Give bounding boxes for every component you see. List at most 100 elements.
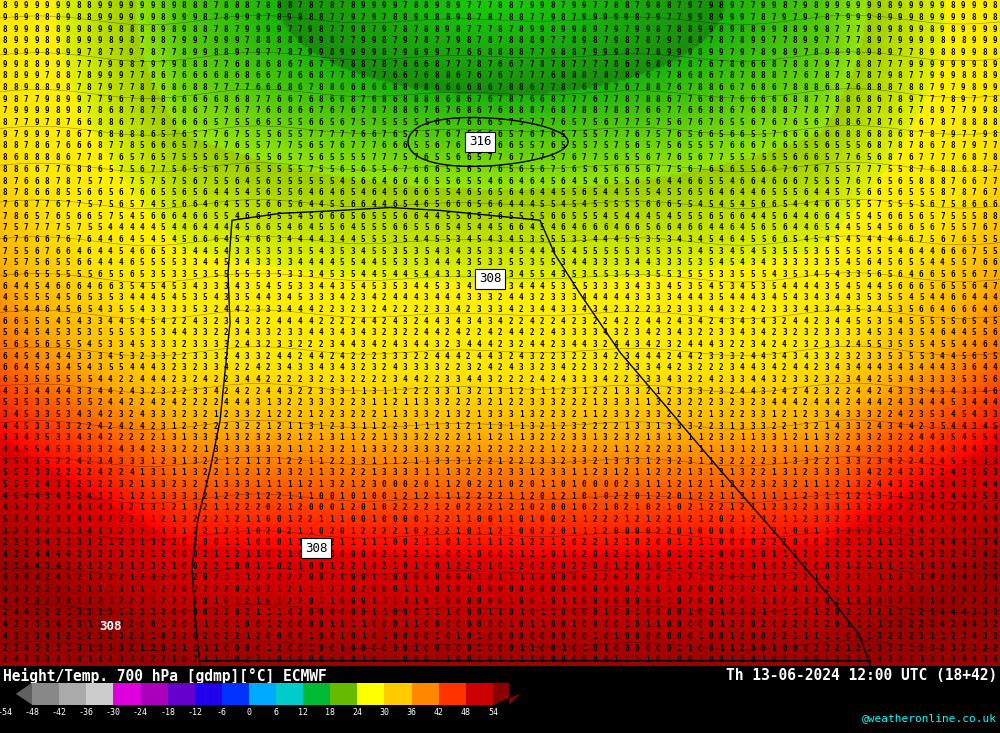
Text: 4: 4: [508, 200, 513, 209]
Text: 3: 3: [87, 597, 92, 605]
Text: 1: 1: [750, 597, 755, 605]
Text: 1: 1: [782, 608, 787, 617]
Text: 1: 1: [550, 445, 555, 454]
Text: 2: 2: [687, 375, 692, 384]
Text: 6: 6: [635, 71, 639, 81]
Text: 4: 4: [150, 224, 155, 232]
Text: 5: 5: [371, 224, 376, 232]
Text: 4: 4: [13, 445, 18, 454]
Text: 2: 2: [898, 457, 903, 465]
Text: 7: 7: [329, 25, 334, 34]
Text: 3: 3: [814, 504, 818, 512]
Text: 5: 5: [340, 200, 344, 209]
Text: 8: 8: [13, 71, 18, 81]
Text: 7: 7: [466, 141, 471, 150]
Text: 3: 3: [803, 421, 808, 431]
Text: 2: 2: [413, 387, 418, 396]
Text: 4: 4: [803, 224, 808, 232]
Text: 2: 2: [298, 375, 302, 384]
Text: 2: 2: [729, 410, 734, 419]
Text: 9: 9: [13, 37, 18, 45]
Text: 0: 0: [487, 515, 492, 524]
Text: 3: 3: [319, 293, 323, 302]
Text: 8: 8: [403, 95, 408, 104]
Text: 1: 1: [382, 608, 386, 617]
Text: 8: 8: [993, 48, 997, 57]
Text: 2: 2: [498, 328, 502, 337]
Text: 6: 6: [255, 235, 260, 244]
Text: 1: 1: [761, 527, 766, 536]
Text: 3: 3: [66, 585, 71, 594]
Text: 1: 1: [319, 457, 323, 465]
Text: 6: 6: [919, 118, 924, 127]
Text: 8: 8: [108, 37, 113, 45]
Text: 6: 6: [677, 83, 681, 92]
Text: 3: 3: [845, 421, 850, 431]
Text: 1: 1: [656, 585, 660, 594]
Text: 2: 2: [519, 457, 523, 465]
Text: 8: 8: [34, 83, 39, 92]
Text: 3: 3: [982, 620, 987, 629]
Text: 2: 2: [845, 387, 850, 396]
Text: 1: 1: [571, 597, 576, 605]
Text: 8: 8: [308, 13, 313, 22]
Text: 5: 5: [529, 212, 534, 221]
Text: 4: 4: [803, 364, 808, 372]
Text: 5: 5: [972, 328, 976, 337]
Text: 9: 9: [982, 83, 987, 92]
Text: 1: 1: [729, 644, 734, 652]
Text: 4: 4: [603, 212, 608, 221]
Text: 1: 1: [624, 421, 629, 431]
Text: 5: 5: [908, 340, 913, 349]
Text: 3: 3: [456, 457, 460, 465]
Text: 0: 0: [350, 644, 355, 652]
Text: 8: 8: [55, 118, 60, 127]
Text: 5: 5: [540, 270, 544, 279]
Text: 6: 6: [866, 141, 871, 150]
Text: 0: 0: [245, 620, 250, 629]
Text: 5: 5: [782, 188, 787, 197]
Text: 8: 8: [287, 1, 292, 10]
Text: 8: 8: [972, 153, 976, 162]
Text: 5: 5: [940, 270, 945, 279]
Text: 4: 4: [224, 305, 228, 314]
Text: 7: 7: [919, 153, 924, 162]
Text: 8: 8: [740, 25, 745, 34]
Text: 2: 2: [519, 445, 523, 454]
Text: 4: 4: [245, 188, 250, 197]
Text: 9: 9: [982, 130, 987, 139]
Text: 9: 9: [308, 25, 313, 34]
Text: 3: 3: [13, 433, 18, 442]
Text: 5: 5: [371, 281, 376, 290]
Text: 7: 7: [835, 13, 839, 22]
Text: 1: 1: [213, 597, 218, 605]
Text: 1: 1: [803, 445, 808, 454]
Text: 5: 5: [761, 270, 766, 279]
Text: 9: 9: [803, 1, 808, 10]
Text: 2: 2: [350, 468, 355, 477]
Text: 0: 0: [761, 644, 766, 652]
Text: 6: 6: [898, 106, 903, 116]
Text: 2: 2: [740, 644, 745, 652]
Text: 2: 2: [224, 328, 228, 337]
Text: 7: 7: [97, 83, 102, 92]
Text: 2: 2: [750, 515, 755, 524]
Text: 0: 0: [361, 597, 365, 605]
Text: 0: 0: [192, 561, 197, 571]
Text: 6: 6: [329, 95, 334, 104]
Text: 3: 3: [940, 410, 945, 419]
Text: 3: 3: [266, 258, 271, 268]
Text: 9: 9: [34, 106, 39, 116]
Text: 5: 5: [908, 188, 913, 197]
Text: 8: 8: [97, 118, 102, 127]
Text: 3: 3: [329, 328, 334, 337]
Text: 9: 9: [940, 106, 945, 116]
Text: 6: 6: [898, 130, 903, 139]
Text: 6: 6: [108, 106, 113, 116]
Text: 4: 4: [761, 375, 766, 384]
Text: 2: 2: [835, 480, 839, 489]
Text: 5: 5: [329, 224, 334, 232]
Bar: [357, 682, 384, 705]
Text: 6: 6: [477, 71, 481, 81]
Text: 6: 6: [729, 83, 734, 92]
